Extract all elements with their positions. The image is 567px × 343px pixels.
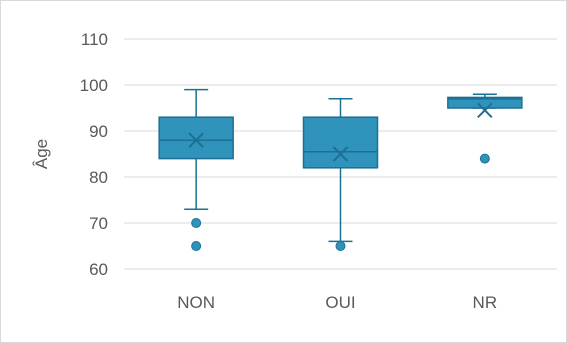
box-non [158, 88, 234, 251]
x-category-labels: NON OUI NR [177, 293, 497, 312]
outlier-point [479, 153, 490, 164]
mean-marker [332, 146, 349, 162]
outlier-point [191, 218, 202, 228]
y-axis-title: Âge [32, 139, 51, 169]
y-tick-label: 100 [80, 76, 108, 95]
mean-marker [477, 102, 493, 119]
y-tick-label: 70 [89, 214, 108, 233]
box-series [158, 88, 523, 251]
mean-marker [188, 132, 204, 148]
outlier-point [335, 241, 346, 251]
y-tick-label: 110 [81, 30, 108, 49]
y-tick-label: 60 [89, 260, 108, 279]
iqr-box [447, 96, 523, 109]
outlier-point [191, 241, 202, 251]
x-category-label: NR [473, 293, 498, 312]
x-category-label: NON [177, 293, 215, 312]
y-tick-labels: 60 70 80 90 100 110 [80, 30, 108, 279]
box-nr [447, 93, 523, 164]
box-oui [302, 98, 379, 251]
y-tick-label: 90 [89, 122, 108, 141]
y-tick-label: 80 [89, 168, 108, 187]
x-category-label: OUI [325, 293, 355, 312]
iqr-box [302, 116, 379, 169]
iqr-box [158, 116, 234, 160]
